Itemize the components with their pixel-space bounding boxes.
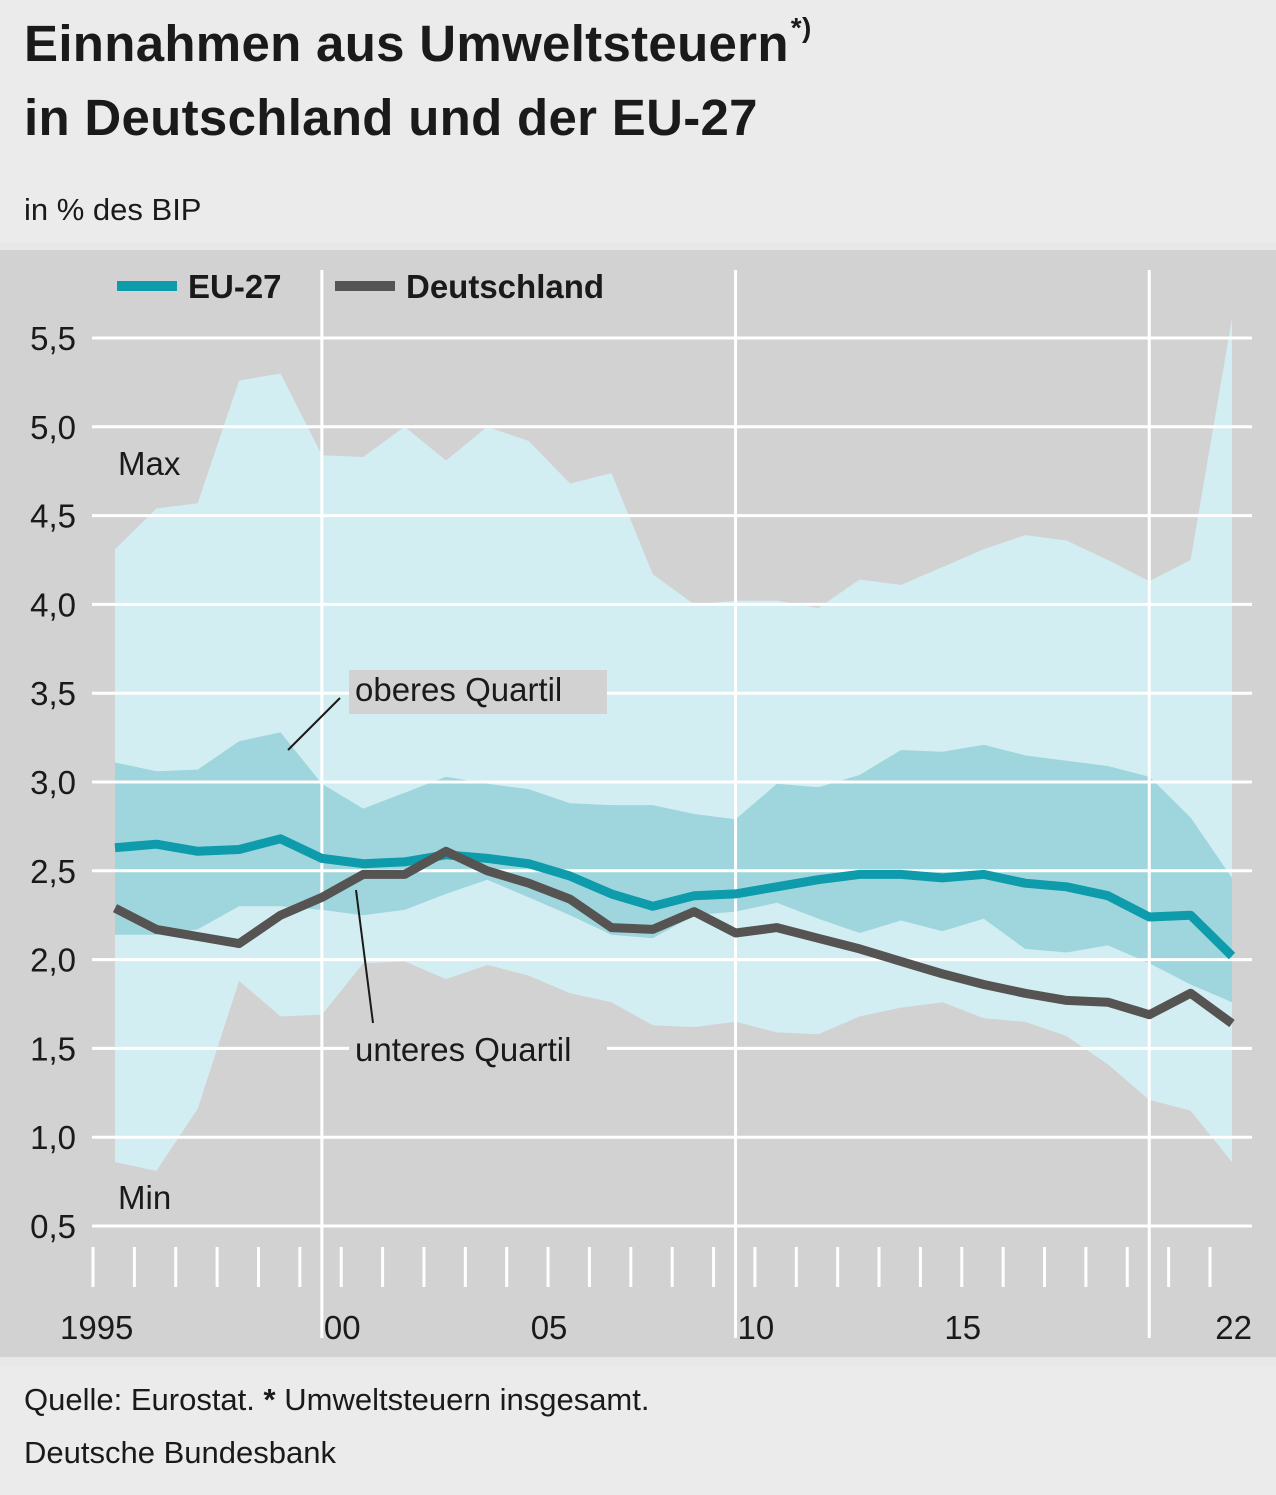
x-tick-label: 00	[324, 1309, 361, 1346]
footnote-star: *	[263, 1382, 276, 1417]
leader-line-lower-quartile	[355, 889, 374, 1024]
x-tick-label: 22	[1215, 1309, 1252, 1346]
min-max-band	[115, 318, 1232, 1171]
annotation-label-background	[349, 670, 607, 714]
chart-footer: Quelle: Eurostat. * Umweltsteuern insges…	[0, 1366, 1276, 1495]
y-tick-label: 3,5	[30, 675, 76, 712]
gridline-layer	[92, 270, 1252, 1338]
band-label-lower-quartile: unteres Quartil	[355, 1031, 571, 1068]
y-tick-label: 0,5	[30, 1208, 76, 1245]
annotation-layer: Max Min oberes Quartil unteres Quartil	[118, 445, 607, 1216]
y-tick-label: 1,5	[30, 1030, 76, 1067]
band-label-max: Max	[118, 445, 181, 482]
y-tick-label: 5,5	[30, 320, 76, 357]
source-prefix: Quelle: Eurostat.	[24, 1382, 255, 1417]
y-tick-label: 4,5	[30, 498, 76, 535]
chart-title-text: Einnahmen aus Umweltsteuern	[24, 15, 789, 72]
y-tick-label: 3,0	[30, 764, 76, 801]
x-tick-label: 10	[738, 1309, 775, 1346]
y-tick-label: 1,0	[30, 1119, 76, 1156]
band-layer	[115, 318, 1232, 1171]
legend-item-eu27: EU-27	[117, 268, 282, 305]
annotation-label-background	[349, 1030, 607, 1074]
band-label-upper-quartile: oberes Quartil	[355, 671, 562, 708]
leader-line-upper-quartile	[287, 697, 341, 751]
x-tick-label: 1995	[60, 1309, 133, 1346]
chart-title-line-1: Einnahmen aus Umweltsteuern*)	[24, 12, 812, 73]
legend-label-germany: Deutschland	[406, 268, 604, 305]
y-tick-label: 2,5	[30, 853, 76, 890]
source-note: Quelle: Eurostat. * Umweltsteuern insges…	[24, 1382, 649, 1418]
legend-label-eu27: EU-27	[188, 268, 282, 305]
legend-item-germany: Deutschland	[335, 268, 604, 305]
legend: EU-27 Deutschland	[117, 268, 604, 305]
eu27-line	[114, 834, 1236, 960]
x-tick-label: 05	[531, 1309, 568, 1346]
x-tick-label: 15	[944, 1309, 981, 1346]
chart-plot: Max Min oberes Quartil unteres Quartil 0,5 1…	[30, 268, 1252, 1346]
chart-header: Einnahmen aus Umweltsteuern*) in Deutsch…	[0, 0, 1276, 243]
y-tick-label: 4,0	[30, 586, 76, 623]
axis-layer: 0,5 1,0 1,5 2,0 2,5 3,0 3,5 4,0 4,5 5,0 5,5 1995 00 0…	[30, 320, 1252, 1346]
y-tick-label: 2,0	[30, 942, 76, 979]
chart-subtitle: in % des BIP	[24, 192, 202, 227]
germany-line	[112, 846, 1235, 1028]
footnote-text: Umweltsteuern insgesamt.	[284, 1382, 650, 1417]
band-label-min: Min	[118, 1179, 171, 1216]
interquartile-band	[115, 732, 1232, 1003]
y-tick-label: 5,0	[30, 409, 76, 446]
title-footnote-marker: *)	[790, 12, 812, 43]
chart-title-line-2: in Deutschland und der EU-27	[24, 89, 758, 146]
publisher: Deutsche Bundesbank	[24, 1435, 336, 1470]
series-layer	[112, 834, 1236, 1028]
